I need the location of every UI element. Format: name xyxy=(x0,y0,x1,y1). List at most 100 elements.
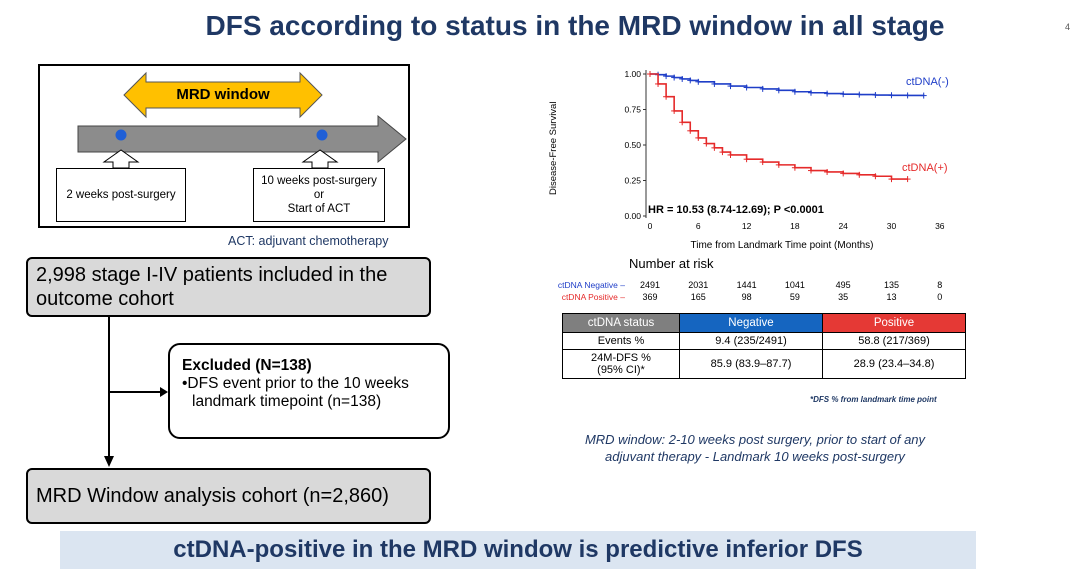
mrd-window-label: MRD window xyxy=(176,86,270,103)
censor-mark xyxy=(647,71,653,77)
excluded-line2: landmark timepoint (n=138) xyxy=(192,393,382,410)
callout-2-weeks: 2 weeks post-surgery xyxy=(56,168,186,222)
risk-count: 59 xyxy=(789,292,800,302)
dfs-footnote: *DFS % from landmark time point xyxy=(810,395,937,404)
censor-mark xyxy=(791,88,798,95)
callout-2w-text: 2 weeks post-surgery xyxy=(66,189,176,201)
y-tick-label: 0.25 xyxy=(624,176,641,186)
censor-mark xyxy=(856,171,863,178)
flow-down-arrowhead xyxy=(104,456,114,467)
censor-mark xyxy=(687,127,694,134)
risk-count: 2031 xyxy=(688,280,709,290)
censor-mark xyxy=(888,176,895,183)
censor-mark xyxy=(808,89,814,96)
censor-mark xyxy=(904,92,911,99)
mrd-timeline-diagram xyxy=(77,71,407,169)
censor-mark xyxy=(695,134,702,141)
risk-table-title: Number at risk xyxy=(629,256,714,271)
risk-count: 98 xyxy=(741,292,752,302)
callout-10w-line3: Start of ACT xyxy=(287,203,351,215)
x-tick-label: 24 xyxy=(838,221,848,231)
mrd-window-arrow xyxy=(123,71,323,119)
censor-mark xyxy=(856,91,863,98)
km-line-series-0 xyxy=(650,73,925,97)
table-row: 24M-DFS % (95% CI)* 85.9 (83.9–87.7) 28.… xyxy=(562,349,966,379)
up-arrow-2w xyxy=(102,149,140,169)
callout-10-weeks: 10 weeks post-surgery or Start of ACT xyxy=(253,168,385,222)
mrd-window-definition: MRD window: 2-10 weeks post surgery, pri… xyxy=(560,431,950,465)
excluded-title: Excluded (N=138) xyxy=(182,357,312,374)
censor-mark xyxy=(904,176,911,183)
censor-mark xyxy=(824,90,831,97)
censor-mark xyxy=(743,84,750,91)
risk-count: 0 xyxy=(937,292,943,302)
censor-mark xyxy=(888,92,895,99)
row-label-24m-dfs: 24M-DFS % (95% CI)* xyxy=(562,349,680,379)
mrd-definition-line1: MRD window: 2-10 weeks post surgery, pri… xyxy=(584,432,926,447)
censor-mark xyxy=(743,156,750,163)
censor-mark xyxy=(655,80,662,87)
censor-mark xyxy=(727,83,734,90)
included-line2: outcome cohort xyxy=(36,288,174,310)
censor-mark xyxy=(872,92,879,99)
stats-header-row: ctDNA status Negative Positive xyxy=(562,313,966,333)
x-tick-label: 12 xyxy=(742,221,752,231)
censor-mark xyxy=(679,119,686,126)
header-negative: Negative xyxy=(679,313,823,333)
censor-mark xyxy=(775,161,782,168)
x-tick-label: 0 xyxy=(648,221,653,231)
censor-mark xyxy=(671,107,678,114)
censor-mark xyxy=(759,159,766,166)
y-tick-label: 0.75 xyxy=(624,105,641,115)
risk-count: 2491 xyxy=(639,280,661,290)
censor-mark xyxy=(824,168,831,175)
risk-count: 135 xyxy=(883,280,900,290)
dfs-negative: 85.9 (83.9–87.7) xyxy=(679,349,823,379)
censor-mark xyxy=(920,92,927,99)
y-tick-label: 1.00 xyxy=(624,69,641,79)
timepoint-dot-2w xyxy=(115,129,127,141)
slide-title: DFS according to status in the MRD windo… xyxy=(205,10,945,41)
mrd-diagram-frame xyxy=(38,64,410,228)
risk-count: 165 xyxy=(690,292,706,302)
events-negative: 9.4 (235/2491) xyxy=(679,332,823,350)
censor-mark xyxy=(759,85,766,92)
x-tick-label: 36 xyxy=(935,221,945,231)
censor-mark xyxy=(679,75,686,82)
censor-mark xyxy=(840,91,847,98)
x-tick-label: 6 xyxy=(696,221,701,231)
censor-mark xyxy=(808,167,814,174)
censor-mark xyxy=(687,77,694,84)
included-line1: 2,998 stage I-IV patients included in th… xyxy=(36,264,388,286)
mrd-definition-line2: adjuvant therapy - Landmark 10 weeks pos… xyxy=(605,449,905,464)
excluded-box: Excluded (N=138) •DFS event prior to the… xyxy=(168,343,450,439)
censor-mark xyxy=(711,80,718,87)
y-tick-label: 0.00 xyxy=(624,211,641,221)
censor-mark xyxy=(671,74,678,81)
callout-10w-line2: or xyxy=(313,189,325,201)
censor-mark xyxy=(775,87,782,94)
censor-mark xyxy=(695,78,702,85)
km-survival-chart: 0.00 0.25 0.50 0.75 1.00 0 6 12 18 24 30 36 Disease… xyxy=(548,69,949,251)
risk-count: 1041 xyxy=(784,280,805,290)
censor-mark xyxy=(663,93,670,100)
conclusion-banner: ctDNA-positive in the MRD window is pred… xyxy=(60,531,976,569)
y-axis-label: Disease-Free Survival xyxy=(548,102,559,195)
header-ctdna-status: ctDNA status xyxy=(562,313,680,333)
callout-10w-line1: 10 weeks post-surgery xyxy=(261,175,377,187)
risk-count: 369 xyxy=(642,292,658,302)
analysis-cohort-text: MRD Window analysis cohort (n=2,860) xyxy=(36,485,389,507)
risk-count: 13 xyxy=(886,292,897,302)
risk-count: 8 xyxy=(937,280,943,290)
act-footnote: ACT: adjuvant chemotherapy xyxy=(228,234,389,248)
events-positive: 58.8 (217/369) xyxy=(822,332,966,350)
legend-ctdna-negative: ctDNA(-) xyxy=(906,76,949,88)
analysis-cohort-box: MRD Window analysis cohort (n=2,860) xyxy=(26,468,431,524)
flow-right-arrowhead xyxy=(160,387,168,397)
up-arrow-10w xyxy=(301,149,339,169)
flow-connectors xyxy=(104,316,168,467)
censor-mark xyxy=(711,144,718,151)
timeline-arrow xyxy=(77,114,407,164)
y-tick-label: 0.50 xyxy=(624,140,641,150)
censor-mark xyxy=(791,164,798,171)
